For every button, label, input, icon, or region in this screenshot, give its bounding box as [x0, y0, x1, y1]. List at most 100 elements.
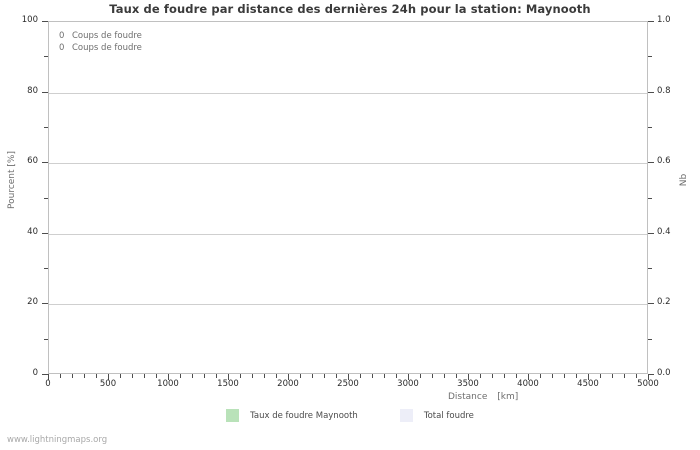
x-axis-minor-tick [360, 374, 361, 378]
x-axis-tick [528, 374, 529, 380]
x-axis-tick-label: 0 [45, 379, 51, 389]
annotation-count: 0 [59, 43, 65, 53]
legend-swatch [226, 409, 240, 422]
y-axis-right-tick [648, 162, 654, 164]
x-axis-tick-label: 4500 [577, 379, 599, 389]
x-axis-minor-tick [276, 374, 277, 378]
y-axis-right-minor-tick [648, 56, 652, 58]
x-axis-tick [468, 374, 469, 380]
x-axis-minor-tick [180, 374, 181, 378]
y-axis-right-tick [648, 21, 654, 22]
y-axis-right-tick-label: 0.0 [657, 368, 671, 378]
x-axis-title: Distance [km] [448, 392, 518, 402]
gridline [49, 163, 647, 165]
x-axis-minor-tick [192, 374, 193, 378]
y-axis-left-minor-tick [44, 197, 48, 199]
y-axis-right-tick-label: 1.0 [657, 15, 671, 25]
annotation-row: 0 Coups de foudre [59, 42, 142, 54]
y-axis-left-tick-label: 0 [32, 368, 38, 378]
x-axis-tick-label: 4000 [517, 379, 539, 389]
y-axis-right-minor-tick [648, 197, 652, 199]
y-axis-left-tick-label: 60 [27, 156, 38, 167]
y-axis-right-minor-tick [648, 338, 652, 340]
x-axis-tick-label: 2000 [277, 379, 299, 389]
x-axis-tick-label: 1500 [217, 379, 239, 389]
annotation-count: 0 [59, 31, 65, 41]
y-axis-right-tick-label: 0.8 [657, 85, 671, 96]
y-axis-left-tick-label: 40 [27, 226, 38, 237]
x-axis-tick-label: 5000 [637, 379, 659, 389]
y-axis-left-minor-tick [44, 338, 48, 340]
x-axis-minor-tick [216, 374, 217, 378]
x-axis-minor-tick [612, 374, 613, 378]
x-axis-minor-tick [540, 374, 541, 378]
x-axis-minor-tick [204, 374, 205, 378]
y-axis-right-tick [648, 232, 654, 234]
x-axis-tick [228, 374, 229, 380]
x-axis-tick-label: 2500 [337, 379, 359, 389]
y-axis-right-minor-tick [648, 126, 652, 128]
y-axis-left-title-text: Pourcent [7, 169, 17, 209]
y-axis-left-tick-label: 20 [27, 297, 38, 308]
y-axis-left-title: Pourcent [%] [7, 140, 17, 220]
legend-item[interactable]: Total foudre [399, 409, 474, 422]
x-axis-unit: [km] [497, 392, 519, 402]
x-axis-tick [588, 374, 589, 380]
footer-watermark: www.lightningmaps.org [7, 435, 108, 445]
y-axis-left-minor-tick [44, 56, 48, 58]
y-axis-right-tick-label: 0.2 [657, 297, 671, 308]
x-axis-tick [348, 374, 349, 380]
x-axis-minor-tick [480, 374, 481, 378]
x-axis-minor-tick [444, 374, 445, 378]
x-axis-minor-tick [492, 374, 493, 378]
y-axis-left-tick [42, 162, 48, 164]
legend-item[interactable]: Taux de foudre Maynooth [226, 409, 358, 422]
plot-annotations: 0 Coups de foudre 0 Coups de foudre [59, 30, 142, 54]
legend-label: Total foudre [423, 410, 474, 421]
y-axis-right-minor-tick [648, 268, 652, 270]
x-axis-tick-label: 3500 [457, 379, 479, 389]
legend-swatch [399, 409, 413, 422]
x-axis-tick-label: 3000 [397, 379, 419, 389]
x-axis-tick [408, 374, 409, 380]
x-axis-minor-tick [372, 374, 373, 378]
x-axis-minor-tick [156, 374, 157, 378]
y-axis-right-tick-label: 0.4 [657, 226, 671, 237]
x-axis-tick [108, 374, 109, 380]
x-axis-minor-tick [396, 374, 397, 378]
x-axis-minor-tick [552, 374, 553, 378]
x-axis-minor-tick [312, 374, 313, 378]
x-axis-minor-tick [264, 374, 265, 378]
gridline [49, 304, 647, 306]
x-axis-tick-label: 1000 [157, 379, 179, 389]
y-axis-right-tick-label: 0.6 [657, 156, 671, 167]
x-axis-minor-tick [504, 374, 505, 378]
x-axis-minor-tick [240, 374, 241, 378]
x-axis-minor-tick [72, 374, 73, 378]
annotation-text: Coups de foudre [72, 43, 142, 53]
x-axis-minor-tick [600, 374, 601, 378]
x-axis-minor-tick [336, 374, 337, 378]
x-axis-title-text: Distance [448, 392, 488, 402]
y-axis-left-minor-tick [44, 126, 48, 128]
y-axis-left-unit: [%] [7, 151, 17, 167]
x-axis-minor-tick [432, 374, 433, 378]
x-axis-minor-tick [252, 374, 253, 378]
x-axis-minor-tick [60, 374, 61, 378]
x-axis-minor-tick [564, 374, 565, 378]
y-axis-left-tick [42, 21, 48, 22]
x-axis-minor-tick [576, 374, 577, 378]
x-axis-tick-label: 500 [99, 379, 117, 389]
x-axis-tick [48, 374, 49, 380]
x-axis-minor-tick [420, 374, 421, 378]
x-axis-minor-tick [384, 374, 385, 378]
x-axis-minor-tick [624, 374, 625, 378]
y-axis-left-tick [42, 91, 48, 93]
plot-area: 0 Coups de foudre 0 Coups de foudre [48, 21, 648, 374]
y-axis-right-tick [648, 374, 654, 375]
x-axis-minor-tick [120, 374, 121, 378]
x-axis-minor-tick [516, 374, 517, 378]
x-axis-minor-tick [96, 374, 97, 378]
x-axis-minor-tick [144, 374, 145, 378]
x-axis-minor-tick [300, 374, 301, 378]
